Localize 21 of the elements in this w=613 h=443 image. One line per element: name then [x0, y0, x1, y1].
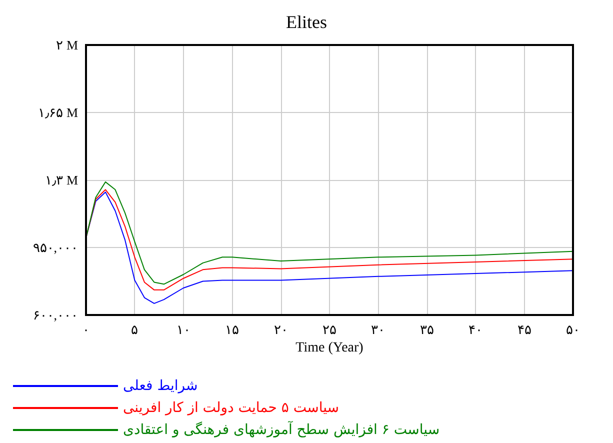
x-tick-label: ۱۰	[176, 322, 190, 337]
x-tick-label: ۲۰	[274, 322, 288, 337]
y-tick-label: ۹۵۰,۰۰۰	[32, 240, 78, 255]
x-tick-label: ۰	[82, 322, 90, 337]
x-tick-label: ۴۵	[517, 322, 532, 337]
y-tick-label: ۶۰۰,۰۰۰	[32, 308, 78, 322]
x-tick-label: ۵۰	[566, 322, 580, 337]
y-tick-label: ۱٫۳ M	[45, 172, 78, 188]
y-tick-label: ۱٫۶۵ M	[38, 105, 78, 120]
x-axis-title: Time (Year)	[296, 340, 364, 356]
x-tick-label: ۵	[131, 322, 138, 337]
x-tick-label: ۲۵	[322, 322, 336, 337]
x-tick-label: ۱۵	[225, 322, 240, 337]
x-tick-label: ۳۵	[420, 322, 434, 337]
text: شرایط فعلی	[123, 378, 198, 394]
x-tick-label: ۴۰	[468, 322, 483, 337]
text: سیاست ۶ افزایش سطح آموزشهای فرهنگی و اعتقادی	[123, 420, 440, 438]
x-tick-label: ۳۰	[371, 322, 386, 337]
y-tick-label: ۲ M	[56, 38, 78, 52]
chart-title: Elites	[286, 12, 327, 32]
text: سیاست ۵ حمایت دولت از کار افرینی	[123, 400, 340, 416]
